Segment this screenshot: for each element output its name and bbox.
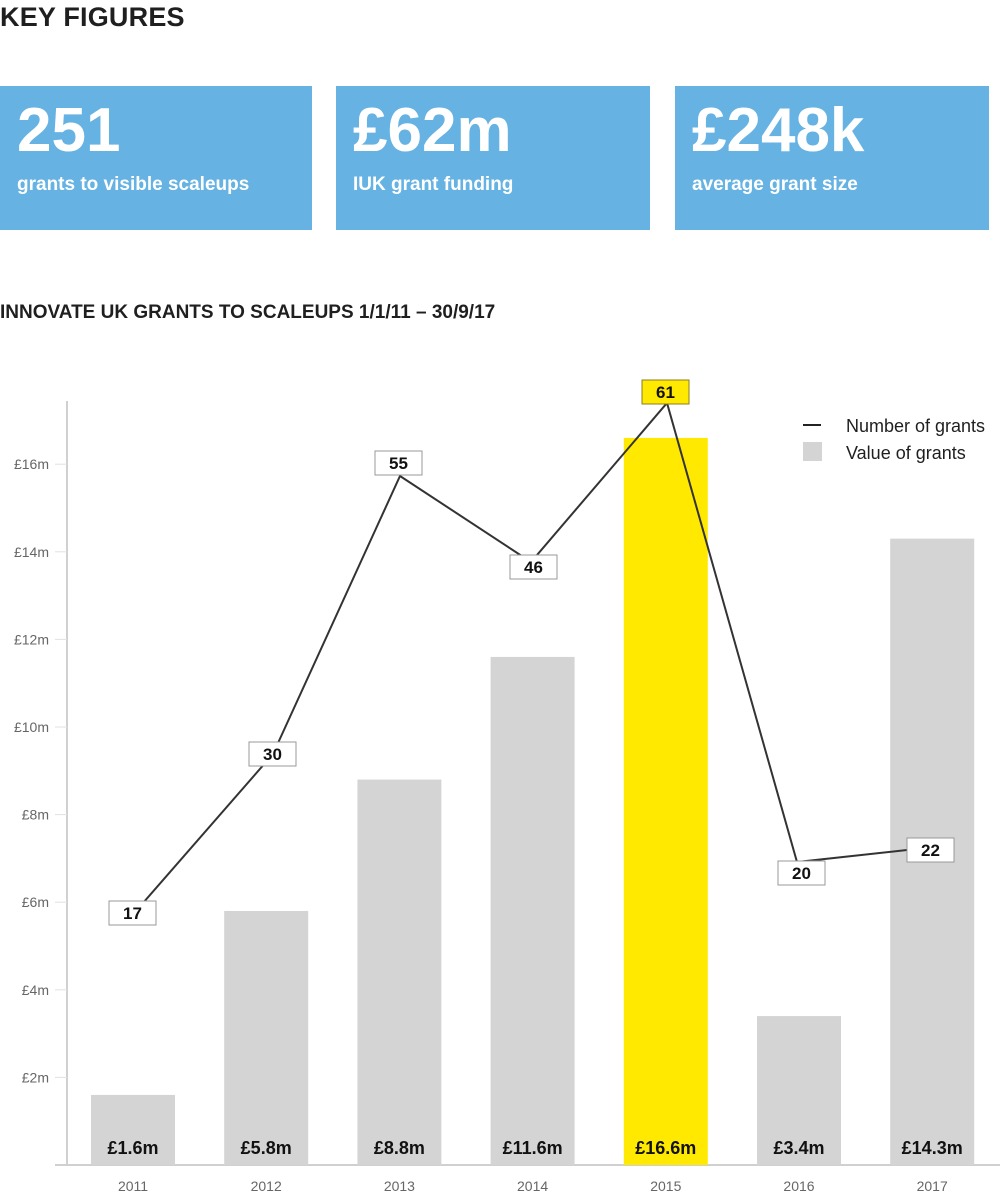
x-tick-label: 2014 [517,1178,548,1194]
legend-number-of-grants: Number of grants [846,416,985,436]
bar-2013 [357,779,442,1165]
bar-value-label: £14.3m [902,1138,963,1158]
y-tick-label: £4m [22,982,49,998]
grant-count-label-box [374,450,423,476]
x-tick-label: 2012 [251,1178,282,1194]
x-tick-label: 2017 [917,1178,948,1194]
grant-count-label: 55 [389,454,408,473]
key-figure-label: grants to visible scaleups [17,174,250,195]
bar-2016 [757,1016,841,1165]
grant-count-label: 30 [263,745,282,764]
grant-count-label-box [641,379,690,405]
key-figure-funding: £62m IUK grant funding [336,86,650,230]
page-title: KEY FIGURES [0,2,185,32]
grant-count-label: 46 [524,558,543,577]
key-figure-label: average grant size [692,174,858,195]
grant-count-label: 61 [656,383,675,402]
x-tick-label: 2015 [650,1178,681,1194]
key-figure-label: IUK grant funding [353,174,514,195]
grant-count-label: 17 [123,904,142,923]
bar-value-label: £5.8m [241,1138,292,1158]
bar-value-label: £8.8m [374,1138,425,1158]
grant-count-label: 22 [921,841,940,860]
grant-count-label-box [248,741,297,767]
key-figure-value: £248k [692,96,865,165]
grant-count-label-box [777,860,826,886]
grant-count-label-box [906,837,955,863]
bar-2012 [224,910,309,1165]
y-tick-label: £8m [22,807,49,823]
bar-2011 [91,1094,175,1165]
grant-count-label: 20 [792,864,811,883]
x-tick-label: 2016 [783,1178,814,1194]
key-figure-value: £62m [353,96,512,165]
key-figure-grants: 251 grants to visible scaleups [0,86,312,230]
grant-count-label-box [108,900,157,926]
y-tick-label: £10m [14,719,49,735]
bar-value-label: £11.6m [503,1138,563,1158]
bar-2014 [490,656,575,1165]
y-tick-label: £2m [22,1069,49,1085]
key-figure-value: 251 [17,96,121,165]
legend-value-of-grants: Value of grants [846,443,966,463]
y-tick-label: £14m [14,544,49,560]
bar-value-label: £3.4m [773,1138,824,1158]
bar-2015 [623,437,708,1165]
y-tick-label: £12m [14,631,49,647]
legend-square-icon [803,442,822,461]
bar-value-label: £16.6m [635,1138,696,1158]
y-tick-label: £6m [22,894,49,910]
x-tick-label: 2011 [118,1178,148,1194]
key-figure-average: £248k average grant size [675,86,989,230]
chart-title: INNOVATE UK GRANTS TO SCALEUPS 1/1/11 – … [0,302,496,323]
y-tick-label: £16m [14,456,49,472]
bar-value-label: £1.6m [107,1138,158,1158]
x-tick-label: 2013 [384,1178,415,1194]
grant-count-label-box [509,554,558,580]
